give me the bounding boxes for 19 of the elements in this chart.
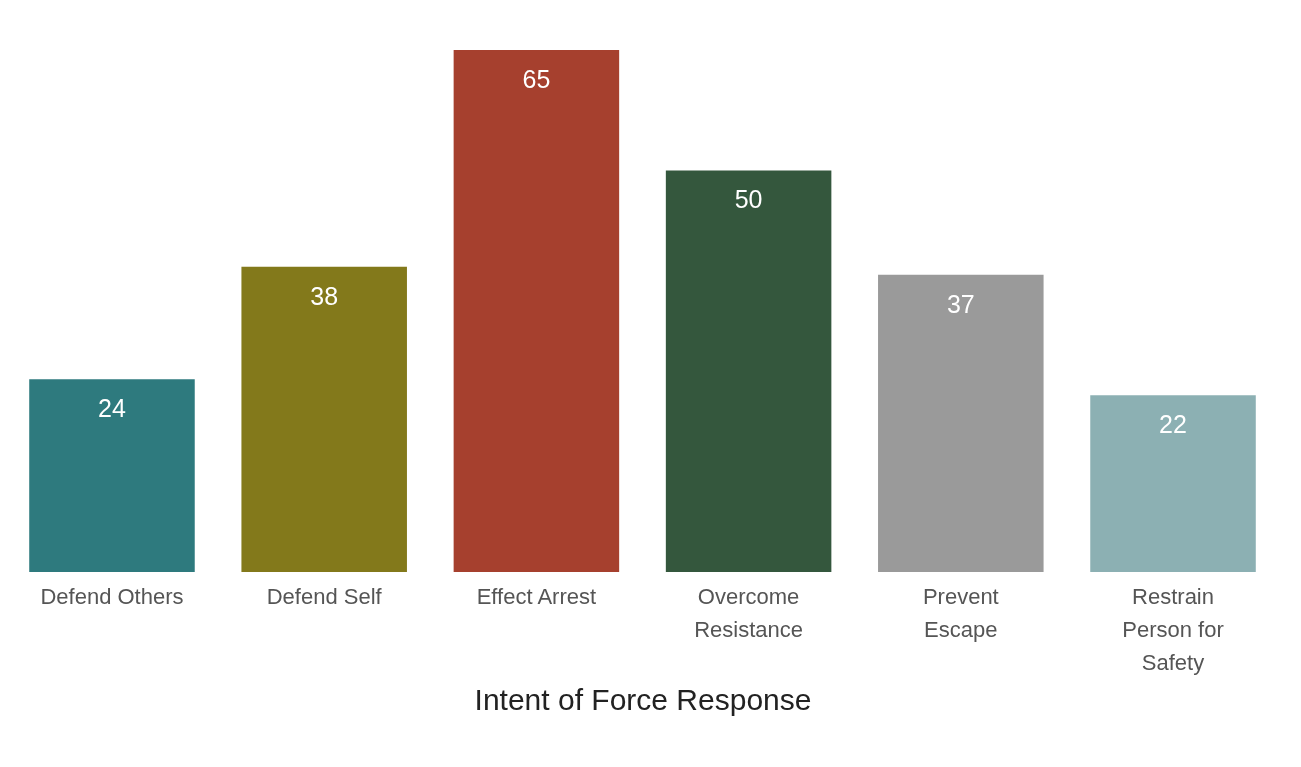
x-tick-label: Prevent Escape [922,583,999,642]
x-tick-label: Overcome Resistance [694,583,804,642]
data-label: 50 [734,185,763,214]
bar [1090,395,1256,572]
x-axis-title: Intent of Force Response [474,682,812,716]
bar [878,274,1044,572]
x-tick-label: Defend Self [266,583,383,609]
data-label: 37 [946,289,975,318]
data-label: 22 [1159,410,1187,439]
data-label: 38 [310,281,339,310]
bar [29,379,195,572]
data-label: 24 [98,394,126,423]
x-tick-label: Restrain Person for Safety [1122,583,1224,675]
bar [241,266,407,572]
bar [453,50,620,572]
data-label: 65 [522,65,551,93]
x-tick-label: Defend Others [40,583,184,609]
x-tick-label: Effect Arrest [476,583,597,609]
bar [665,170,832,572]
